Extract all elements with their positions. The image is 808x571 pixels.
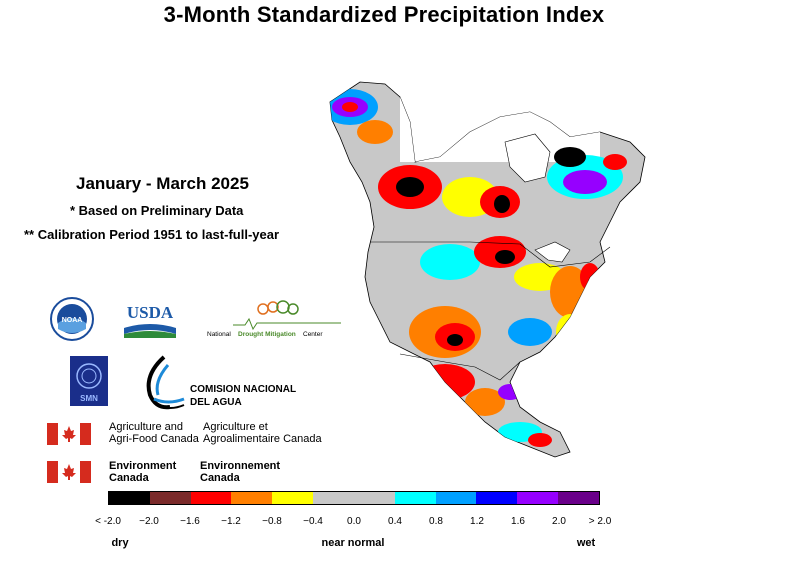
env-fr-line1: Environnement (200, 460, 281, 472)
env-canada-en: Environment Canada (109, 460, 176, 484)
env-fr-line2: Canada (200, 472, 240, 484)
env-canada-fr: Environnement Canada (200, 460, 280, 484)
legend-tick-label: < -2.0 (95, 516, 121, 527)
great-lakes (534, 241, 571, 263)
legend-tick-label: 0.4 (388, 516, 402, 527)
agri-canada-fr: Agriculture et Agroalimentaire Canada (203, 421, 322, 445)
legend-swatch (476, 492, 518, 504)
legend-tick-label: 1.2 (470, 516, 484, 527)
legend-tick-label: 2.0 (552, 516, 566, 527)
legend-tick-label: 0.8 (429, 516, 443, 527)
ndmc-logo: National Drought Mitigation Center (207, 300, 341, 338)
hudson-bay (504, 133, 551, 183)
color-legend (108, 491, 600, 505)
usda-logo: USDA (124, 303, 176, 338)
smn-logo: SMN (70, 356, 108, 406)
legend-tick-label: 1.6 (511, 516, 525, 527)
legend-swatch (231, 492, 273, 504)
ndmc-suffix-text: Center (303, 331, 323, 338)
preliminary-note: * Based on Preliminary Data (70, 203, 244, 218)
env-en-line2: Canada (109, 472, 149, 484)
legend-category-label: wet (576, 537, 596, 549)
legend-swatch (313, 492, 354, 504)
ndmc-name-text: Drought Mitigation (238, 331, 296, 338)
agri-fr-line2: Agroalimentaire Canada (203, 433, 322, 445)
legend-swatch (353, 492, 395, 504)
conagua-logo (146, 355, 185, 410)
noaa-logo: NOAA (50, 297, 94, 341)
legend-tick-label: −0.4 (303, 516, 323, 527)
noaa-logo-text: NOAA (62, 317, 83, 324)
legend-swatch (394, 492, 436, 504)
conagua-text: COMISION NACIONAL DEL AGUA (190, 383, 296, 409)
legend-tick-label: −2.0 (139, 516, 159, 527)
agri-en-line1: Agriculture and (109, 421, 183, 433)
conagua-line2: DEL AGUA (190, 397, 242, 408)
spi-map (329, 81, 646, 458)
legend-tick-label: −1.2 (221, 516, 241, 527)
legend-swatch (272, 492, 314, 504)
canada-flag-icon (47, 423, 91, 445)
legend-swatch (149, 492, 191, 504)
period-label: January - March 2025 (76, 174, 249, 193)
smn-logo-text: SMN (80, 394, 98, 403)
ndmc-prefix-text: National (207, 331, 231, 338)
legend-swatch (190, 492, 232, 504)
canada-flag-icon (47, 461, 91, 483)
legend-tick-label: > 2.0 (588, 516, 612, 527)
legend-swatch (558, 492, 599, 504)
agri-canada-en: Agriculture and Agri-Food Canada (109, 421, 199, 445)
legend-swatch (435, 492, 477, 504)
conagua-line1: COMISION NACIONAL (190, 384, 297, 395)
legend-swatch (517, 492, 559, 504)
legend-tick-label: −1.6 (180, 516, 200, 527)
calibration-note: ** Calibration Period 1951 to last-full-… (24, 227, 280, 242)
agri-en-line2: Agri-Food Canada (109, 433, 199, 445)
usda-logo-text: USDA (127, 303, 174, 322)
env-en-line1: Environment (109, 460, 177, 472)
us-canada-border (370, 241, 611, 268)
map-title: 3-Month Standardized Precipitation Index (163, 2, 605, 27)
agri-fr-line1: Agriculture et (203, 421, 268, 433)
legend-category-label: near normal (321, 537, 385, 549)
us-mexico-border (399, 353, 521, 381)
legend-category-label: dry (111, 537, 129, 549)
legend-tick-label: 0.0 (347, 516, 361, 527)
legend-tick-label: −0.8 (262, 516, 282, 527)
legend-swatch (109, 492, 150, 504)
